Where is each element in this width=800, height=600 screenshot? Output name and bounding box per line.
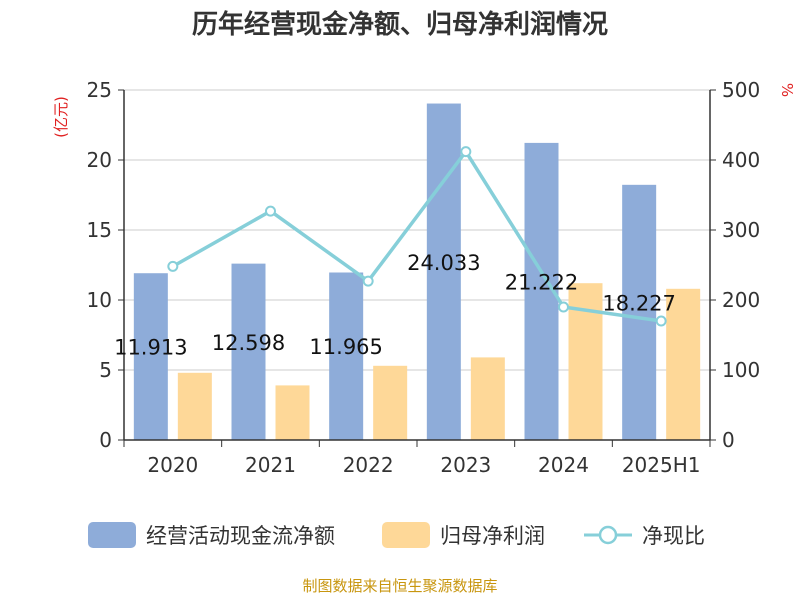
left-tick-label: 5: [99, 358, 112, 382]
data-label: 18.227: [602, 291, 675, 315]
right-tick-label: 0: [722, 428, 735, 452]
right-tick-label: 200: [722, 288, 760, 312]
data-label: 11.913: [114, 336, 187, 360]
ratio-point: [460, 146, 472, 158]
cashflow-bar: [133, 273, 168, 440]
ratio-point: [655, 315, 667, 327]
x-tick-label: 2021: [245, 453, 296, 477]
left-axis-unit: (亿元): [52, 96, 70, 138]
data-label: 12.598: [212, 331, 285, 355]
data-label: 24.033: [407, 251, 480, 275]
right-tick-label: 300: [722, 218, 760, 242]
left-tick-label: 20: [87, 148, 112, 172]
legend-line-marker: [598, 525, 618, 545]
ratio-point: [558, 301, 569, 313]
left-tick-label: 10: [87, 288, 112, 312]
net-profit-bar: [275, 385, 310, 440]
gridlines: [124, 89, 710, 371]
x-tick-label: 2025H1: [622, 453, 701, 477]
x-tick-label: 2023: [440, 453, 491, 477]
cashflow-bar: [231, 263, 266, 440]
cashflow-bar: [426, 103, 461, 441]
x-tick-label: 2020: [147, 453, 198, 477]
ratio-line-path: [171, 149, 662, 323]
ratio-point: [265, 205, 276, 217]
legend-label: 经营活动现金流净额: [146, 524, 335, 548]
data-label: 21.222: [505, 270, 578, 294]
bars: [133, 103, 701, 441]
x-tick-label: 2024: [538, 453, 589, 477]
source-note: 制图数据来自恒生聚源数据库: [302, 577, 497, 595]
chart-title: 历年经营现金净额、归母净利润情况: [192, 9, 608, 40]
left-tick-label: 25: [87, 78, 112, 102]
ratio-point: [362, 275, 374, 287]
right-tick-label: 500: [722, 78, 760, 102]
data-labels: 11.913 12.598 11.965 24.033 21.222 18.227: [114, 251, 676, 360]
legend-label: 净现比: [642, 524, 705, 548]
net-profit-bar: [177, 372, 212, 440]
ratio-line: [167, 146, 667, 327]
legend-label: 归母净利润: [440, 524, 545, 548]
cashflow-bar: [622, 184, 657, 440]
left-tick-label: 15: [87, 218, 112, 242]
right-tick-label: 100: [722, 358, 760, 382]
data-label: 11.965: [309, 335, 382, 359]
net-profit-bar: [373, 365, 408, 440]
legend-swatch: [382, 522, 430, 548]
legend: 经营活动现金流净额 归母净利润 净现比: [88, 522, 705, 548]
x-tick-label: 2022: [343, 453, 394, 477]
axes: 0 5 10 15 20 25 0 100 200 300 400 500 2020 2021 2022 20…: [87, 78, 761, 477]
ratio-point: [167, 260, 179, 272]
right-axis-unit: %: [778, 83, 796, 97]
net-profit-bar: [470, 357, 505, 440]
left-tick-label: 0: [99, 428, 112, 452]
right-tick-label: 400: [722, 148, 760, 172]
legend-swatch: [88, 522, 136, 548]
net-profit-bar: [666, 288, 701, 440]
cashflow-bar: [329, 272, 364, 440]
